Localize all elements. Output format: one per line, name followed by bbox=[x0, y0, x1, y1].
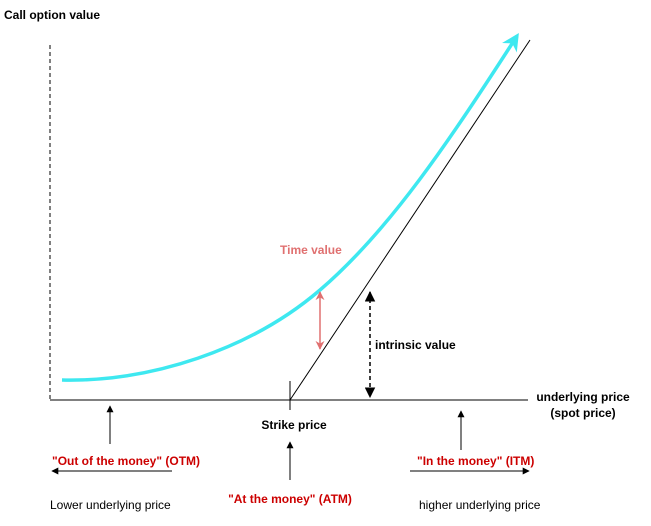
higher-price-label: higher underlying price bbox=[419, 498, 541, 512]
itm-label: "In the money" (ITM) bbox=[417, 454, 534, 468]
otm-label: "Out of the money" (OTM) bbox=[52, 454, 200, 468]
atm-label: "At the money" (ATM) bbox=[228, 492, 352, 506]
x-axis-label: (spot price) bbox=[550, 406, 615, 420]
x-axis-label: underlying price bbox=[536, 390, 630, 404]
intrinsic-value-label: intrinsic value bbox=[375, 338, 456, 352]
y-axis-label: Call option value bbox=[4, 8, 100, 22]
strike-price-label: Strike price bbox=[261, 418, 327, 432]
time-value-label: Time value bbox=[280, 243, 342, 257]
intrinsic-line bbox=[289, 39, 531, 401]
option-value-curve bbox=[61, 33, 519, 382]
lower-price-label: Lower underlying price bbox=[50, 498, 171, 512]
